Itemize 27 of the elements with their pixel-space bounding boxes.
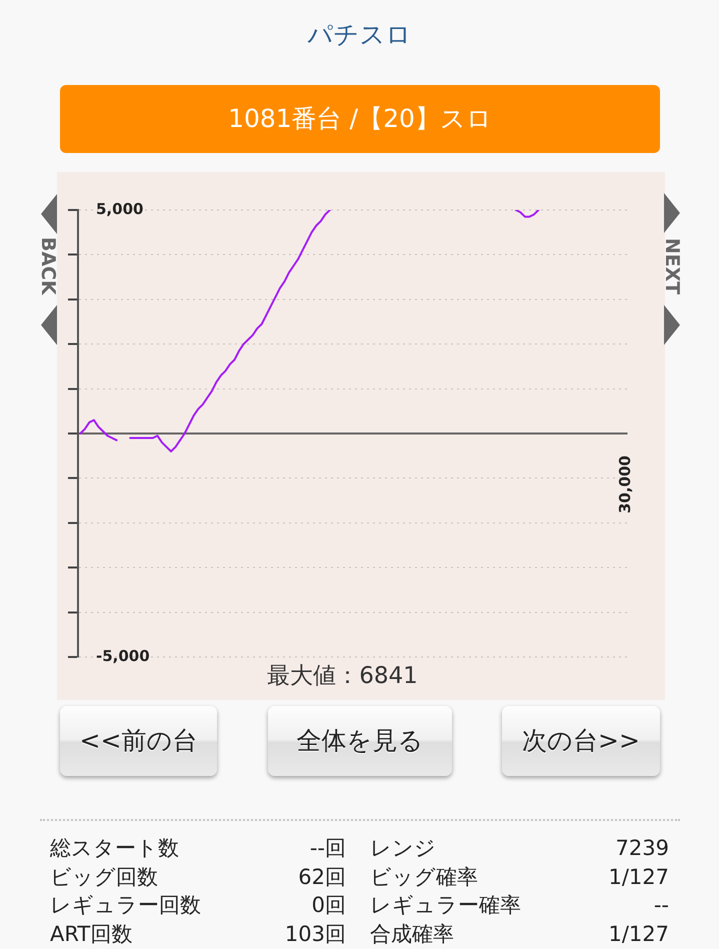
text: レギュラー確率 bbox=[370, 892, 521, 919]
text: --回 bbox=[310, 835, 346, 862]
chart-title: パチスロ bbox=[306, 19, 412, 51]
button[interactable]: 全体を見る bbox=[268, 706, 452, 776]
button[interactable]: <<前の台 bbox=[60, 706, 217, 776]
text: 1/127 bbox=[608, 920, 669, 948]
y-tick-label: 5,000 bbox=[96, 200, 144, 218]
text: 合成確率 bbox=[370, 920, 454, 948]
text: ビッグ確率 bbox=[370, 864, 478, 890]
text: 0回 bbox=[312, 892, 346, 919]
text: 62回 bbox=[298, 864, 346, 890]
y-tick-label: -5,000 bbox=[96, 646, 150, 665]
text: BACK bbox=[37, 237, 59, 295]
text: 7239 bbox=[616, 835, 669, 862]
text: レギュラー回数 bbox=[50, 892, 201, 919]
text: -- bbox=[654, 892, 669, 919]
text: 103回 bbox=[284, 920, 346, 948]
text: ART回数 bbox=[50, 920, 132, 948]
button[interactable]: 次の台>> bbox=[502, 706, 660, 776]
text: レンジ bbox=[370, 835, 436, 862]
annotation: 30,000 bbox=[616, 456, 634, 514]
chart-subtitle: 1081番台 /【20】スロ bbox=[60, 85, 660, 153]
text: 最大値：6841 bbox=[267, 662, 418, 689]
text: ビッグ回数 bbox=[50, 864, 158, 890]
text: 総スタート数 bbox=[50, 835, 179, 862]
text: 1/127 bbox=[608, 864, 669, 890]
text: NEXT bbox=[661, 238, 683, 294]
